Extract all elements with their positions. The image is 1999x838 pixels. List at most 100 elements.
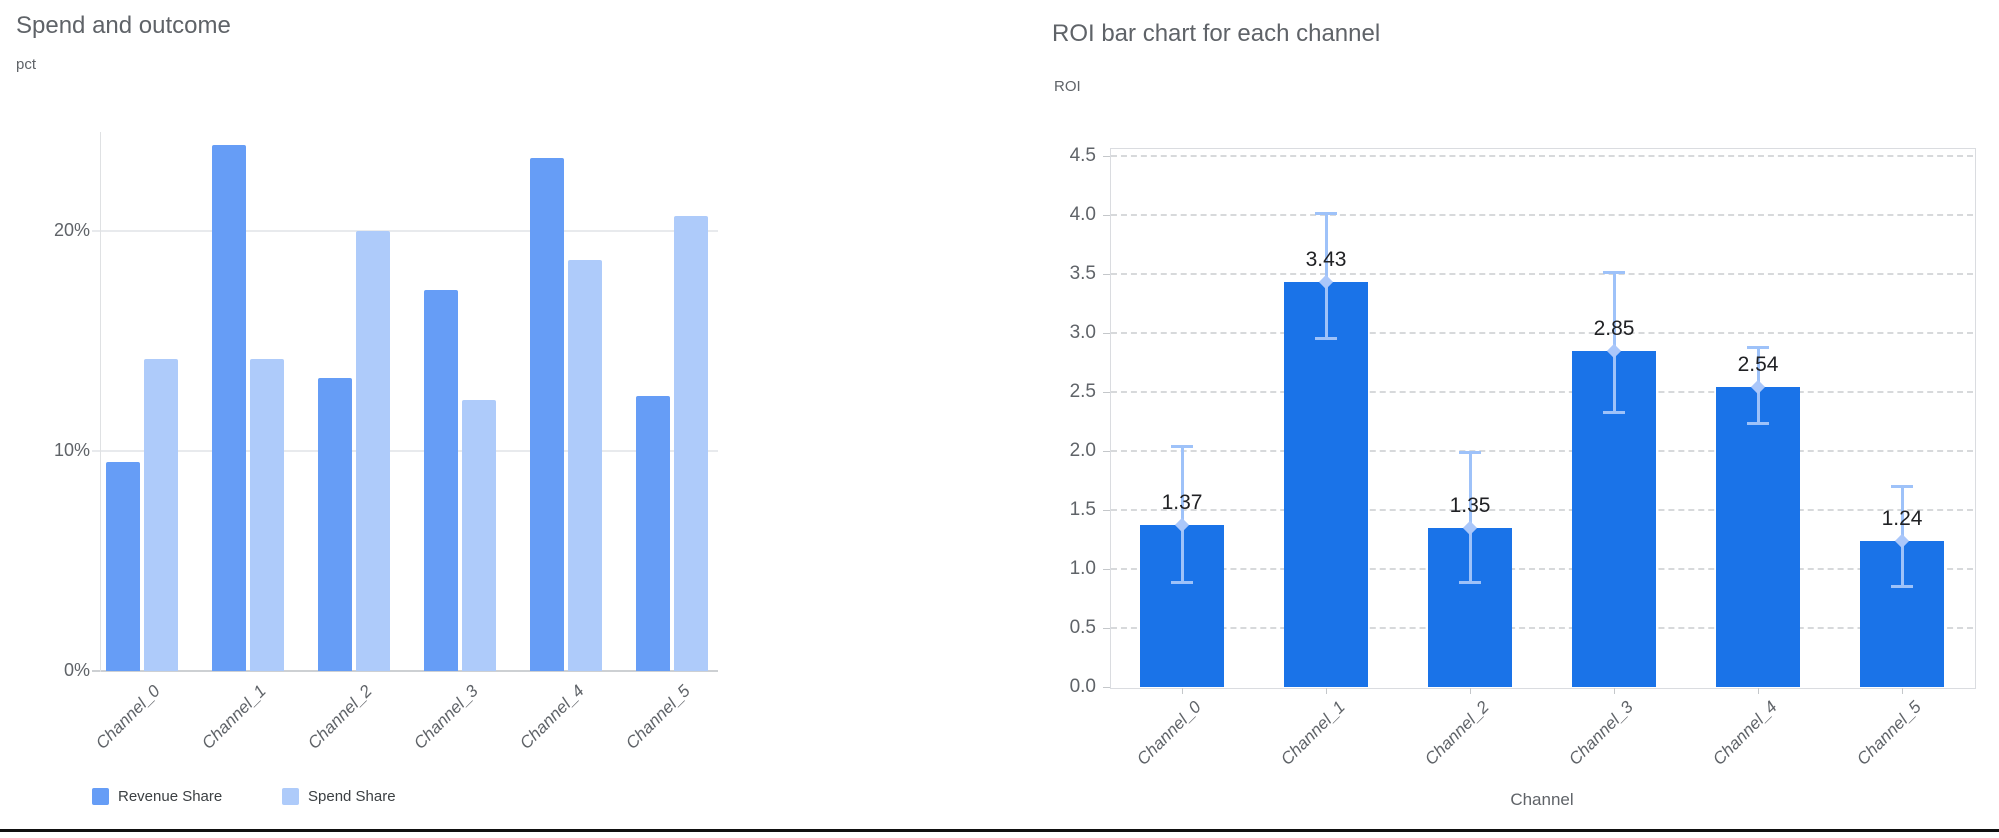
spend-share-bar-channel_0 — [144, 359, 178, 671]
right-gridline-4.0 — [1111, 214, 1973, 216]
error-bar-top-cap — [1603, 270, 1625, 274]
error-bar-channel_2 — [1468, 452, 1472, 584]
revenue-share-bar-channel_4 — [530, 158, 564, 671]
right-y-tickmark-2.5 — [1103, 392, 1110, 393]
window-bottom-border — [0, 829, 1999, 832]
left-y-axis-unit-label: pct — [16, 56, 37, 73]
spend-share-bar-channel_2 — [356, 231, 390, 671]
left-y-tick-label: 10% — [53, 440, 90, 460]
roi-value-label-channel_2: 1.35 — [1449, 493, 1491, 517]
right-y-tickmark-4.0 — [1103, 215, 1110, 216]
right-y-tick-label: 4.5 — [1069, 145, 1096, 166]
right-x-tickmark-channel_0 — [1182, 688, 1183, 694]
error-bar-bottom-cap — [1459, 581, 1481, 585]
right-y-tick-label: 1.0 — [1069, 558, 1096, 579]
right-x-category-label-channel_2: Channel_2 — [1421, 697, 1493, 769]
right-x-category-label-channel_4: Channel_4 — [1709, 697, 1781, 769]
roi-value-label-channel_3: 2.85 — [1593, 316, 1635, 340]
right-gridline-2.0 — [1111, 450, 1973, 452]
left-chart-title: Spend and outcome — [16, 12, 231, 39]
legend-label: Revenue Share — [118, 788, 223, 805]
left-y-tick-label: 20% — [53, 220, 90, 240]
right-y-tick-label: 2.5 — [1069, 381, 1096, 402]
revenue-share-swatch — [92, 788, 109, 805]
right-y-tick-label: 2.0 — [1069, 440, 1096, 461]
roi-value-label-channel_5: 1.24 — [1881, 506, 1923, 530]
roi-bar-channel_4 — [1716, 387, 1800, 687]
right-plot-border — [1110, 148, 1976, 689]
right-x-tickmark-channel_5 — [1902, 688, 1903, 694]
error-bar-bottom-cap — [1315, 336, 1337, 340]
spend-share-bar-channel_5 — [674, 216, 708, 671]
right-y-tickmark-0.5 — [1103, 628, 1110, 629]
revenue-share-bar-channel_2 — [318, 378, 352, 671]
right-x-category-label-channel_3: Channel_3 — [1565, 697, 1637, 769]
right-x-tickmark-channel_2 — [1470, 688, 1471, 694]
revenue-share-bar-channel_5 — [636, 396, 670, 671]
right-y-tick-label: 4.0 — [1069, 204, 1096, 225]
error-bar-bottom-cap — [1747, 421, 1769, 425]
right-y-tickmark-3.5 — [1103, 274, 1110, 275]
right-y-tickmark-2.0 — [1103, 451, 1110, 452]
right-x-category-label-channel_0: Channel_0 — [1133, 697, 1205, 769]
left-y-axis-line — [100, 132, 101, 672]
right-chart-title: ROI bar chart for each channel — [1052, 20, 1381, 47]
roi-value-label-channel_0: 1.37 — [1161, 491, 1203, 515]
error-bar-channel_3 — [1612, 271, 1616, 414]
error-bar-top-cap — [1459, 451, 1481, 455]
spend-share-bar-channel_1 — [250, 359, 284, 671]
left-gridline-20% — [92, 230, 718, 232]
right-gridline-3.5 — [1111, 273, 1973, 275]
right-x-axis-title: Channel — [1510, 790, 1574, 809]
right-gridline-3.0 — [1111, 332, 1973, 334]
roi-value-label-channel_4: 2.54 — [1737, 353, 1779, 377]
right-y-tick-label: 3.0 — [1069, 322, 1096, 343]
spend-share-bar-channel_3 — [462, 400, 496, 671]
revenue-share-bar-channel_3 — [424, 290, 458, 671]
legend-item-spend-share: Spend Share — [282, 788, 396, 805]
right-y-axis-unit-label: ROI — [1054, 78, 1081, 95]
right-x-tickmark-channel_4 — [1758, 688, 1759, 694]
right-gridline-1.0 — [1111, 568, 1973, 570]
revenue-share-bar-channel_1 — [212, 145, 246, 671]
error-bar-channel_0 — [1180, 446, 1184, 584]
spend-share-bar-channel_4 — [568, 260, 602, 671]
error-bar-top-cap — [1171, 445, 1193, 449]
right-y-tickmark-0.0 — [1103, 687, 1110, 688]
error-bar-top-cap — [1891, 485, 1913, 489]
right-x-tickmark-channel_1 — [1326, 688, 1327, 694]
legend-item-revenue-share: Revenue Share — [92, 788, 222, 805]
left-gridline-0% — [92, 670, 718, 672]
right-y-tickmark-4.5 — [1103, 156, 1110, 157]
error-bar-bottom-cap — [1891, 584, 1913, 588]
right-x-category-label-channel_5: Channel_5 — [1853, 697, 1925, 769]
right-x-category-label-channel_1: Channel_1 — [1277, 697, 1349, 769]
error-bar-top-cap — [1315, 211, 1337, 215]
right-y-tick-label: 0.0 — [1069, 676, 1096, 697]
right-x-tickmark-channel_3 — [1614, 688, 1615, 694]
right-gridline-4.5 — [1111, 155, 1973, 157]
error-bar-top-cap — [1747, 346, 1769, 350]
left-y-tick-label: 0% — [63, 660, 90, 680]
right-y-tick-label: 3.5 — [1069, 263, 1096, 284]
right-y-tickmark-1.0 — [1103, 569, 1110, 570]
revenue-share-bar-channel_0 — [106, 462, 140, 671]
right-gridline-0.5 — [1111, 627, 1973, 629]
right-y-tickmark-3.0 — [1103, 333, 1110, 334]
right-y-tickmark-1.5 — [1103, 510, 1110, 511]
left-gridline-10% — [92, 450, 718, 452]
legend-label: Spend Share — [308, 788, 396, 805]
error-bar-bottom-cap — [1171, 581, 1193, 585]
spend-share-swatch — [282, 788, 299, 805]
right-y-tick-label: 1.5 — [1069, 499, 1096, 520]
right-gridline-1.5 — [1111, 509, 1973, 511]
right-y-tick-label: 0.5 — [1069, 617, 1096, 638]
roi-value-label-channel_1: 3.43 — [1305, 248, 1347, 272]
right-gridline-2.5 — [1111, 391, 1973, 393]
error-bar-bottom-cap — [1603, 411, 1625, 415]
roi-bar-channel_1 — [1284, 282, 1368, 687]
